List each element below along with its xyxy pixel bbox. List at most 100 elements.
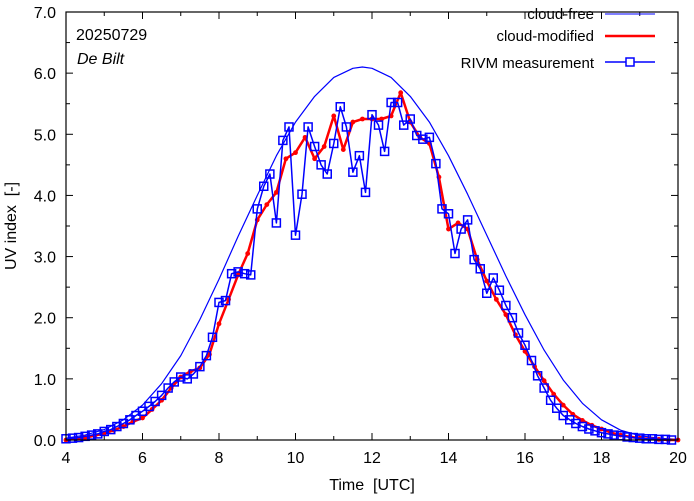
x-axis-label: Time [UTC]	[329, 477, 415, 494]
data-point-cloud-modified	[522, 348, 528, 354]
data-point-rivm-measurement	[482, 288, 492, 299]
data-point-cloud-modified	[379, 116, 384, 122]
legend-label-cloud-free: cloud-free	[527, 6, 594, 23]
data-point-rivm-measurement	[176, 372, 186, 382]
x-tick-label: 20	[669, 450, 687, 467]
x-tick-label: 12	[363, 450, 381, 467]
data-point-rivm-measurement	[309, 141, 320, 152]
data-point-rivm-measurement	[290, 230, 301, 240]
data-point-rivm-measurement	[596, 427, 607, 438]
data-point-cloud-modified	[273, 189, 279, 195]
data-point-rivm-measurement	[169, 377, 179, 387]
data-point-rivm-measurement	[106, 424, 116, 435]
data-point-rivm-measurement	[628, 432, 638, 443]
data-point-rivm-measurement	[92, 429, 103, 439]
x-tick-label: 14	[440, 450, 458, 467]
legend-label-rivm-measurement: RIVM measurement	[461, 55, 595, 72]
data-point-rivm-measurement	[654, 434, 664, 445]
data-point-cloud-modified	[216, 321, 222, 327]
data-point-rivm-measurement	[424, 132, 435, 143]
data-point-rivm-measurement	[112, 421, 122, 432]
data-point-rivm-measurement	[641, 434, 652, 444]
axis-ticks	[65, 11, 679, 441]
data-point-rivm-measurement	[245, 270, 256, 280]
data-point-rivm-measurement	[501, 300, 511, 311]
data-point-cloud-modified	[398, 90, 404, 96]
data-point-cloud-modified	[140, 415, 145, 421]
data-point-rivm-measurement	[188, 369, 199, 379]
legend-label-cloud-modified: cloud-modified	[496, 28, 594, 45]
data-point-rivm-measurement	[348, 167, 358, 177]
data-point-rivm-measurement	[373, 120, 384, 130]
x-tick-label: 16	[516, 450, 534, 467]
data-point-rivm-measurement	[443, 209, 454, 219]
data-point-rivm-measurement	[316, 160, 326, 170]
y-tick-label: 3.0	[34, 250, 56, 267]
data-point-rivm-measurement	[577, 421, 588, 432]
data-point-rivm-measurement	[660, 434, 671, 445]
series-line-cloud-free	[65, 66, 679, 440]
data-point-rivm-measurement	[239, 268, 250, 279]
data-point-rivm-measurement	[182, 374, 193, 384]
data-point-rivm-measurement	[156, 390, 167, 401]
data-point-rivm-measurement	[590, 426, 600, 436]
data-point-rivm-measurement	[144, 401, 154, 412]
data-point-rivm-measurement	[259, 181, 269, 192]
data-point-rivm-measurement	[571, 418, 581, 429]
data-point-rivm-measurement	[475, 264, 485, 274]
data-point-rivm-measurement	[539, 383, 549, 393]
location-annotation: De Bilt	[77, 51, 125, 68]
data-point-cloud-modified	[312, 156, 318, 162]
data-point-rivm-measurement	[73, 432, 84, 443]
data-point-rivm-measurement	[163, 383, 173, 393]
data-point-rivm-measurement	[392, 97, 403, 108]
y-tick-label: 7.0	[34, 5, 56, 22]
data-point-rivm-measurement	[622, 432, 632, 442]
x-tick-label: 6	[138, 450, 147, 467]
data-point-cloud-modified	[340, 147, 346, 152]
x-tick-label: 8	[215, 450, 224, 467]
y-tick-label: 6.0	[34, 66, 56, 83]
data-point-rivm-measurement	[513, 328, 524, 338]
data-point-rivm-measurement	[437, 204, 447, 214]
data-point-rivm-measurement	[507, 312, 518, 323]
data-point-rivm-measurement	[456, 224, 466, 234]
data-point-rivm-measurement	[341, 122, 352, 132]
data-point-rivm-measurement	[226, 268, 237, 279]
data-point-rivm-measurement	[526, 355, 537, 366]
data-point-cloud-modified	[541, 378, 547, 384]
data-point-rivm-measurement	[354, 150, 365, 161]
data-point-rivm-measurement	[398, 120, 409, 130]
series-layer	[61, 66, 681, 445]
legend: cloud-free cloud-modified RIVM measureme…	[461, 6, 655, 72]
x-tick-label: 4	[62, 450, 71, 467]
y-tick-label: 0.0	[34, 433, 56, 450]
data-point-cloud-modified	[579, 418, 585, 423]
data-point-rivm-measurement	[201, 350, 212, 361]
data-point-rivm-measurement	[520, 340, 530, 350]
data-point-rivm-measurement	[67, 433, 78, 443]
data-point-rivm-measurement	[545, 395, 556, 406]
legend-marker-square	[625, 57, 635, 67]
series-line-rivm-measurement	[65, 101, 672, 441]
data-point-rivm-measurement	[284, 122, 294, 132]
data-point-rivm-measurement	[195, 361, 205, 372]
data-point-rivm-measurement	[405, 114, 415, 124]
data-point-rivm-measurement	[386, 97, 396, 108]
y-tick-labels: 0.0 1.0 2.0 3.0 4.0 5.0 6.0 7.0	[34, 5, 56, 450]
data-point-rivm-measurement	[137, 406, 148, 417]
data-point-cloud-modified	[551, 391, 557, 397]
data-point-rivm-measurement	[207, 332, 218, 343]
data-point-cloud-modified	[264, 202, 270, 208]
data-point-rivm-measurement	[418, 134, 428, 144]
data-point-rivm-measurement	[379, 146, 390, 157]
data-point-cloud-modified	[446, 226, 451, 232]
data-point-cloud-modified	[293, 150, 298, 156]
data-point-rivm-measurement	[99, 426, 109, 437]
data-point-cloud-modified	[283, 156, 289, 162]
data-point-rivm-measurement	[86, 430, 97, 440]
data-point-rivm-measurement	[303, 122, 313, 132]
data-point-rivm-measurement	[532, 371, 543, 381]
data-point-cloud-modified	[159, 397, 165, 403]
